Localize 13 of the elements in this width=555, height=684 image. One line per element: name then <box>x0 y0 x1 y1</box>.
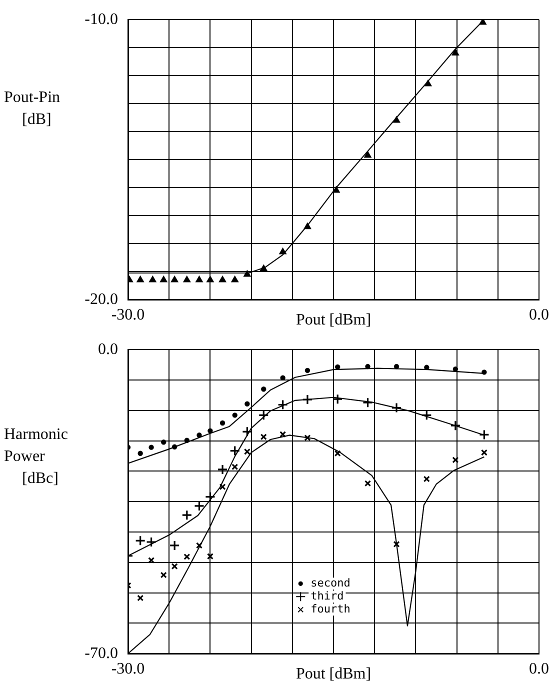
legend-label: second <box>310 576 350 590</box>
y-tick-label: -70.0 <box>84 644 118 662</box>
x-tick-label: -30.0 <box>111 306 145 324</box>
y-tick-label: -20.0 <box>84 290 118 308</box>
legend-label: third <box>310 590 344 603</box>
y-tick-label: 0.0 <box>98 340 118 358</box>
y-tick-label: -10.0 <box>84 10 118 28</box>
x-axis-title: Pout [dBm] <box>296 312 372 329</box>
x-tick-label: -30.0 <box>111 660 145 678</box>
x-axis-title: Pout [dBm] <box>296 666 372 683</box>
y-axis-title: Harmonic Power [dBc] <box>4 426 68 487</box>
y-axis-title: Pout-Pin [dB] <box>4 89 60 128</box>
legend-label: fourth <box>310 602 350 616</box>
